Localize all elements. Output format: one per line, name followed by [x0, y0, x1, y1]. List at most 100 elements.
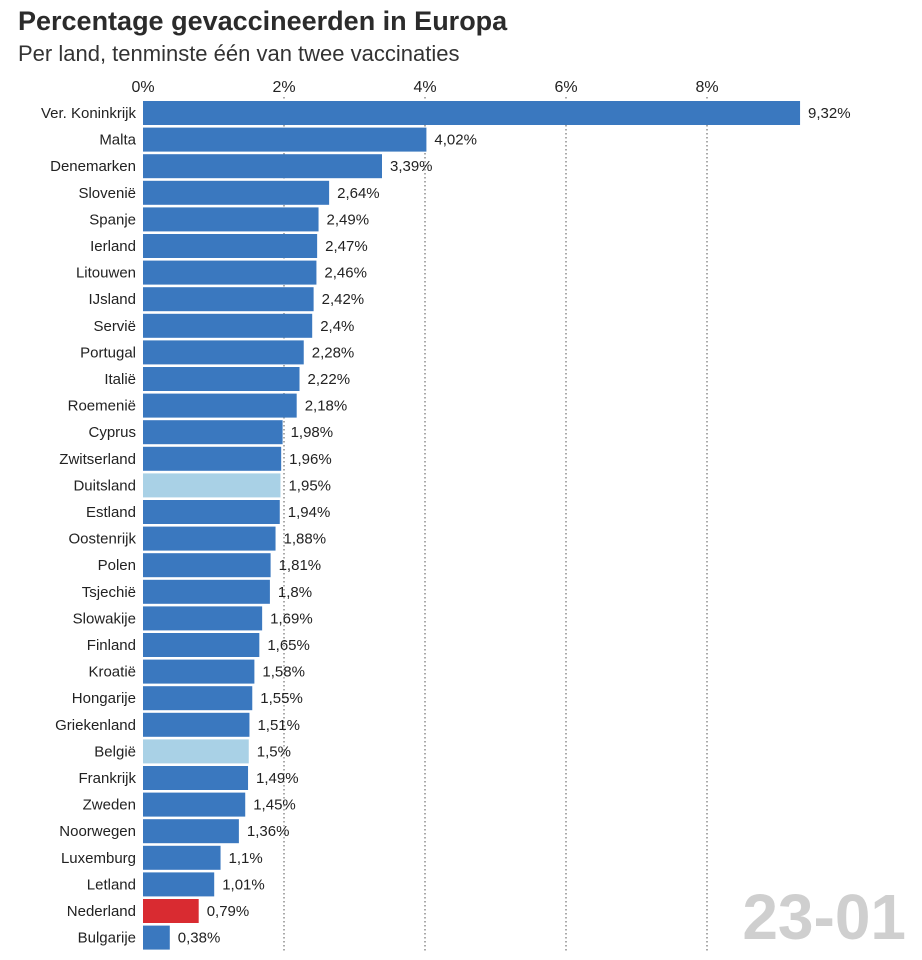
value-label-18: 1,8%: [278, 584, 312, 601]
bar-16: [143, 526, 276, 551]
category-label-27: Noorwegen: [59, 823, 136, 840]
chart-title: Percentage gevaccineerden in Europa: [18, 6, 508, 36]
category-label-10: Italië: [104, 371, 136, 388]
category-label-31: Bulgarije: [78, 930, 136, 947]
value-label-10: 2,22%: [308, 371, 351, 388]
bar-6: [143, 260, 317, 285]
x-tick-label-4: 8%: [695, 79, 718, 96]
bar-8: [143, 313, 313, 338]
value-label-7: 2,42%: [322, 291, 365, 308]
bar-0: [143, 101, 801, 125]
value-label-4: 2,49%: [327, 211, 370, 228]
bar-11: [143, 393, 297, 418]
category-label-21: Kroatië: [88, 664, 136, 681]
x-axis-ticks: 0% 2% 4% 6% 8%: [131, 79, 718, 96]
value-label-1: 4,02%: [434, 132, 477, 149]
bar-18: [143, 579, 270, 604]
bar-27: [143, 819, 239, 844]
x-tick-label-0: 0%: [131, 79, 154, 96]
value-label-9: 2,28%: [312, 344, 355, 361]
value-label-0: 9,32%: [808, 105, 851, 122]
bar-19: [143, 606, 263, 631]
category-label-7: IJsland: [88, 291, 136, 308]
value-label-31: 0,38%: [178, 930, 221, 947]
bar-4: [143, 207, 319, 232]
category-label-6: Litouwen: [76, 265, 136, 282]
bar-9: [143, 340, 304, 365]
bar-22: [143, 686, 253, 711]
bar-20: [143, 633, 260, 657]
bar-25: [143, 766, 249, 790]
category-label-24: België: [94, 743, 136, 760]
bar-14: [143, 473, 281, 498]
value-label-16: 1,88%: [284, 531, 327, 548]
category-label-20: Finland: [87, 637, 136, 654]
bars: Ver. Koninkrijk 9,32% Malta 4,02% Denemarken…: [41, 101, 851, 950]
x-tick-label-3: 6%: [554, 79, 577, 96]
chart-subtitle: Per land, tenminste één van twee vaccina…: [18, 41, 460, 66]
category-label-17: Polen: [98, 557, 136, 574]
x-tick-label-2: 4%: [413, 79, 436, 96]
category-label-29: Letland: [87, 876, 136, 893]
category-label-1: Malta: [99, 132, 136, 149]
category-label-2: Denemarken: [50, 158, 136, 175]
bar-28: [143, 845, 221, 870]
value-label-13: 1,96%: [289, 451, 332, 468]
value-label-30: 0,79%: [207, 903, 250, 920]
category-label-5: Ierland: [90, 238, 136, 255]
bar-21: [143, 659, 255, 684]
category-label-25: Frankrijk: [78, 770, 136, 787]
category-label-28: Luxemburg: [61, 850, 136, 867]
value-label-6: 2,46%: [324, 265, 367, 282]
category-label-13: Zwitserland: [59, 451, 136, 468]
bar-17: [143, 553, 271, 578]
category-label-0: Ver. Koninkrijk: [41, 105, 137, 122]
bar-3: [143, 180, 330, 205]
bar-1: [143, 127, 427, 152]
category-label-22: Hongarije: [72, 690, 136, 707]
value-label-8: 2,4%: [320, 318, 354, 335]
value-label-27: 1,36%: [247, 823, 290, 840]
x-tick-label-1: 2%: [272, 79, 295, 96]
value-label-21: 1,58%: [262, 664, 305, 681]
bar-12: [143, 420, 283, 445]
category-label-30: Nederland: [67, 903, 136, 920]
category-label-14: Duitsland: [73, 477, 136, 494]
bar-13: [143, 446, 282, 471]
category-label-4: Spanje: [89, 211, 136, 228]
category-label-12: Cyprus: [88, 424, 136, 441]
value-label-12: 1,98%: [291, 424, 334, 441]
value-label-17: 1,81%: [279, 557, 322, 574]
category-label-16: Oostenrijk: [68, 531, 136, 548]
value-label-25: 1,49%: [256, 770, 299, 787]
bar-23: [143, 712, 250, 737]
gridlines: [283, 97, 708, 953]
value-label-2: 3,39%: [390, 158, 433, 175]
bar-24: [143, 739, 249, 764]
bar-26: [143, 792, 246, 817]
bar-30: [143, 899, 199, 923]
category-label-9: Portugal: [80, 344, 136, 361]
value-label-26: 1,45%: [253, 797, 296, 814]
category-label-26: Zweden: [83, 797, 136, 814]
value-label-15: 1,94%: [288, 504, 331, 521]
category-label-23: Griekenland: [55, 717, 136, 734]
category-label-11: Roemenië: [68, 398, 136, 415]
category-label-15: Estland: [86, 504, 136, 521]
value-label-3: 2,64%: [337, 185, 380, 202]
value-label-19: 1,69%: [270, 610, 313, 627]
bar-29: [143, 872, 215, 897]
bar-31: [143, 925, 170, 950]
value-label-20: 1,65%: [267, 637, 310, 654]
value-label-24: 1,5%: [257, 743, 291, 760]
value-label-22: 1,55%: [260, 690, 303, 707]
bar-5: [143, 234, 318, 258]
value-label-28: 1,1%: [229, 850, 263, 867]
category-label-19: Slowakije: [73, 610, 136, 627]
bar-10: [143, 367, 300, 391]
category-label-8: Servië: [93, 318, 136, 335]
value-label-29: 1,01%: [222, 876, 265, 893]
bar-15: [143, 500, 280, 524]
bar-7: [143, 287, 314, 312]
